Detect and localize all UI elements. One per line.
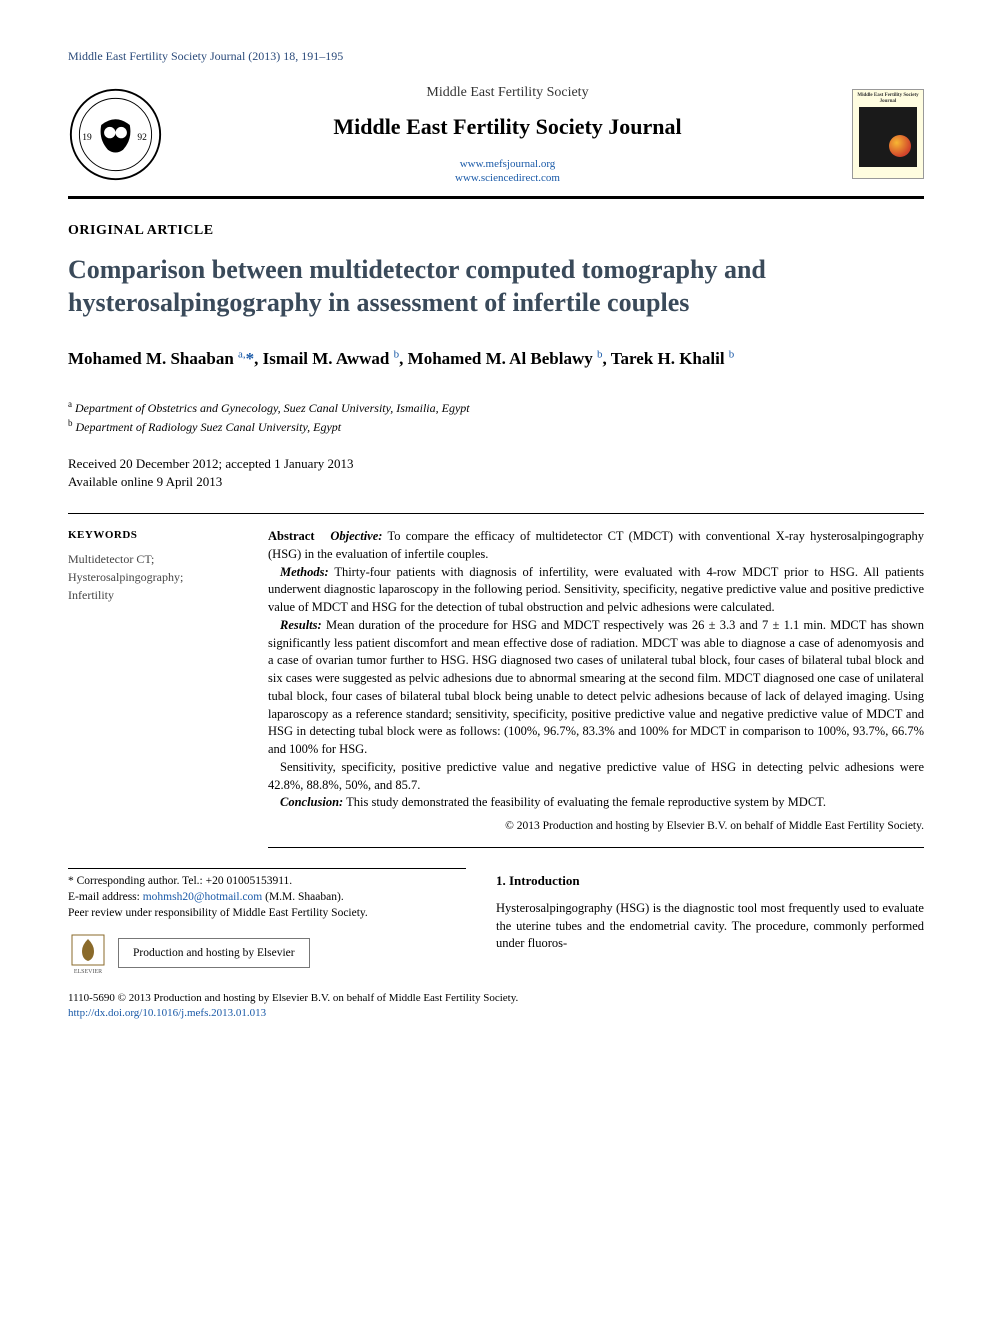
journal-url-1[interactable]: www.mefsjournal.org: [163, 157, 852, 171]
article-title: Comparison between multidetector compute…: [68, 254, 924, 319]
svg-text:19: 19: [82, 133, 92, 143]
abstract: Abstract Objective: To compare the effic…: [268, 528, 924, 847]
keywords-heading: KEYWORDS: [68, 528, 244, 543]
society-logo: 19 92: [68, 87, 163, 182]
email-suffix: (M.M. Shaaban).: [265, 891, 344, 903]
peer-review-note: Peer review under responsibility of Midd…: [68, 905, 466, 921]
methods-label: Methods:: [280, 565, 329, 579]
conclusion-text: This study demonstrated the feasibility …: [346, 795, 826, 809]
keywords-column: KEYWORDS Multidetector CT;Hysterosalping…: [68, 528, 244, 847]
keywords-list: Multidetector CT;Hysterosalpingography;I…: [68, 550, 244, 604]
header-rule: [68, 196, 924, 199]
journal-url-2[interactable]: www.sciencedirect.com: [163, 171, 852, 185]
author-list: Mohamed M. Shaaban a,*, Ismail M. Awwad …: [68, 347, 924, 372]
corresponding-author-block: Corresponding author. Tel.: +20 01005153…: [68, 868, 466, 975]
elsevier-logo: ELSEVIER: [68, 931, 108, 975]
hosting-note: Production and hosting by Elsevier: [118, 938, 310, 968]
introduction-column: 1. Introduction Hysterosalpingography (H…: [496, 868, 924, 975]
abstract-label: Abstract: [268, 529, 315, 543]
results-text: Mean duration of the procedure for HSG a…: [268, 618, 924, 756]
abstract-copyright: © 2013 Production and hosting by Elsevie…: [268, 818, 924, 834]
received-accepted: Received 20 December 2012; accepted 1 Ja…: [68, 455, 924, 473]
issn-copyright: 1110-5690 © 2013 Production and hosting …: [68, 991, 924, 1006]
journal-cover-thumbnail: Middle East Fertility Society Journal: [852, 89, 924, 179]
author-email-link[interactable]: mohmsh20@hotmail.com: [143, 891, 263, 903]
introduction-heading: 1. Introduction: [496, 872, 924, 890]
svg-text:92: 92: [137, 133, 147, 143]
affiliation-b: Department of Radiology Suez Canal Unive…: [76, 420, 342, 434]
available-online: Available online 9 April 2013: [68, 473, 924, 491]
introduction-paragraph: Hysterosalpingography (HSG) is the diagn…: [496, 900, 924, 953]
cover-title: Middle East Fertility Society Journal: [856, 93, 920, 104]
objective-label: Objective:: [330, 529, 382, 543]
article-type: ORIGINAL ARTICLE: [68, 221, 924, 241]
results-text-2: Sensitivity, specificity, positive predi…: [268, 759, 924, 795]
article-dates: Received 20 December 2012; accepted 1 Ja…: [68, 455, 924, 491]
journal-name: Middle East Fertility Society Journal: [163, 112, 852, 143]
results-label: Results:: [280, 618, 322, 632]
corresponding-author: Corresponding author. Tel.: +20 01005153…: [68, 873, 466, 889]
society-name: Middle East Fertility Society: [163, 83, 852, 103]
running-head: Middle East Fertility Society Journal (2…: [68, 48, 924, 65]
email-label: E-mail address:: [68, 891, 140, 903]
footer-publication-info: 1110-5690 © 2013 Production and hosting …: [68, 991, 924, 1022]
journal-header: 19 92 Middle East Fertility Society Midd…: [68, 83, 924, 186]
doi-link[interactable]: http://dx.doi.org/10.1016/j.mefs.2013.01…: [68, 1007, 266, 1019]
methods-text: Thirty-four patients with diagnosis of i…: [268, 565, 924, 615]
affiliation-a: Department of Obstetrics and Gynecology,…: [75, 401, 470, 415]
cover-art: [859, 107, 917, 167]
conclusion-label: Conclusion:: [280, 795, 343, 809]
svg-text:ELSEVIER: ELSEVIER: [74, 969, 102, 975]
affiliations: a Department of Obstetrics and Gynecolog…: [68, 398, 924, 437]
